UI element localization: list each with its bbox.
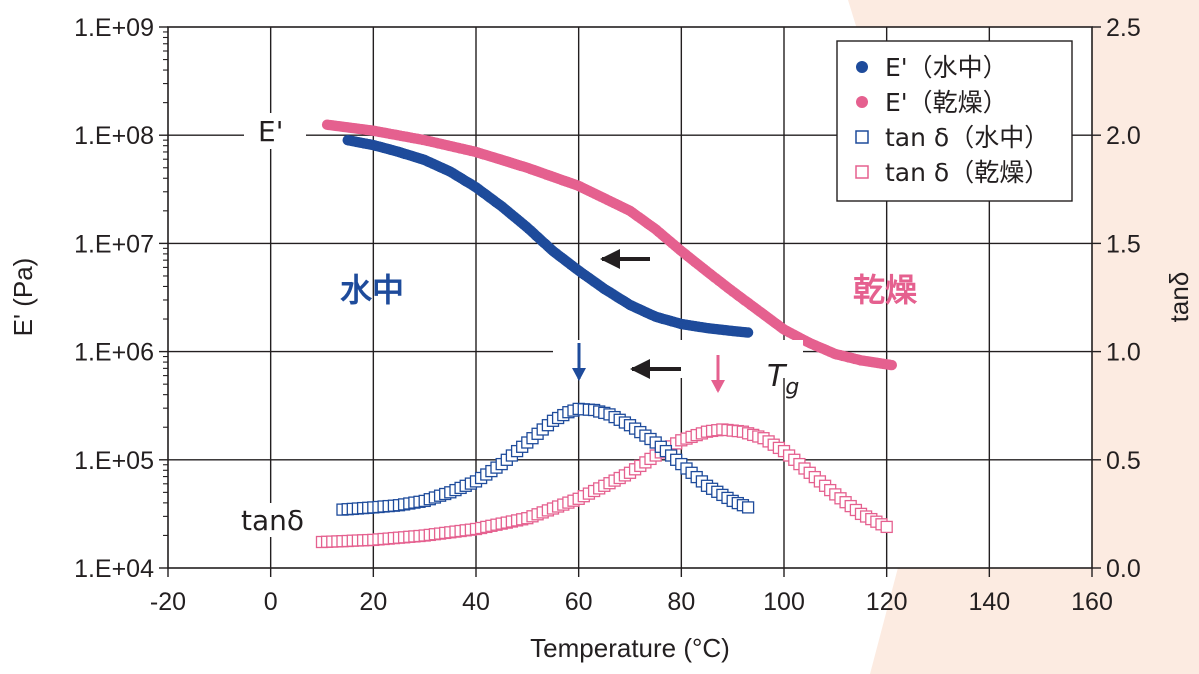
legend-box — [836, 40, 1073, 202]
legend-marker-e-dry — [856, 96, 868, 108]
y-left-tick-label: 1.E+08 — [74, 122, 154, 150]
series-1 — [342, 135, 754, 338]
y-left-axis-title: E' (Pa) — [8, 258, 38, 337]
x-tick-label: -20 — [150, 588, 186, 616]
x-tick-label: 80 — [667, 588, 695, 616]
y-right-tick-label: 1.0 — [1106, 339, 1141, 367]
plot-frame — [167, 26, 1093, 569]
legend-marker-tan-dry — [855, 165, 869, 179]
tg-label: Tg — [767, 359, 799, 400]
x-tick-label: 140 — [968, 588, 1010, 616]
dry-label: 乾燥 — [853, 271, 918, 309]
y-left-tick-label: 1.E+07 — [74, 230, 154, 258]
dry-tg-arrowhead — [711, 380, 725, 393]
series-3 — [336, 402, 755, 516]
x-tick-label: 120 — [866, 588, 908, 616]
x-tick-label: 160 — [1071, 588, 1113, 616]
x-axis-ticks: -20 0 20 40 60 80 100 120 140 160 — [150, 568, 1113, 616]
legend-label-tan-dry: tan δ（乾燥） — [885, 158, 1049, 187]
legend-label-e-water: E'（水中） — [885, 53, 1008, 82]
y-right-tick-label: 0.5 — [1106, 447, 1141, 475]
e-prime-label-background — [244, 113, 306, 149]
data-series — [315, 119, 897, 549]
y-right-axis-title: tanδ — [1164, 272, 1194, 323]
tan-delta-label-background — [233, 503, 315, 537]
series-4 — [315, 423, 893, 549]
left-axis-ticks: 1.E+04 1.E+05 1.E+06 1.E+07 1.E+08 1.E+09 — [74, 14, 168, 583]
legend: E'（水中） E'（乾燥） tan δ（水中） tan δ（乾燥） — [836, 40, 1073, 202]
legend-marker-e-water — [856, 61, 868, 73]
legend-label-e-dry: E'（乾燥） — [885, 88, 1008, 117]
x-axis-title: Temperature (°C) — [530, 633, 730, 663]
y-left-tick-label: 1.E+09 — [74, 14, 154, 42]
data-point — [741, 501, 755, 514]
data-point — [880, 520, 893, 534]
y-left-tick-label: 1.E+04 — [74, 555, 154, 583]
legend-label-tan-water: tan δ（水中） — [885, 123, 1049, 152]
data-point — [742, 327, 754, 338]
tg-area-background — [553, 340, 803, 378]
x-tick-label: 20 — [359, 588, 387, 616]
tg-subscript: g — [785, 375, 799, 400]
water-label: 水中 — [340, 271, 404, 309]
x-tick-label: 60 — [565, 588, 593, 616]
y-right-tick-label: 2.0 — [1106, 122, 1141, 150]
y-right-tick-label: 0.0 — [1106, 555, 1141, 583]
tg-main-text: T — [767, 359, 788, 394]
y-left-tick-label: 1.E+06 — [74, 339, 154, 367]
right-axis-ticks: 0.0 0.5 1.0 1.5 2.0 2.5 — [1092, 14, 1141, 583]
series-2 — [321, 119, 897, 371]
legend-marker-tan-water — [855, 130, 869, 144]
x-tick-label: 0 — [264, 588, 278, 616]
tan-delta-label: tanδ — [241, 504, 304, 537]
x-tick-label: 40 — [462, 588, 490, 616]
e-prime-label: E' — [258, 115, 283, 148]
water-tg-arrowhead — [572, 368, 586, 381]
y-right-tick-label: 2.5 — [1106, 14, 1141, 42]
data-point — [886, 359, 897, 371]
y-left-tick-label: 1.E+05 — [74, 447, 154, 475]
y-right-tick-label: 1.5 — [1106, 230, 1141, 258]
x-tick-label: 100 — [763, 588, 805, 616]
